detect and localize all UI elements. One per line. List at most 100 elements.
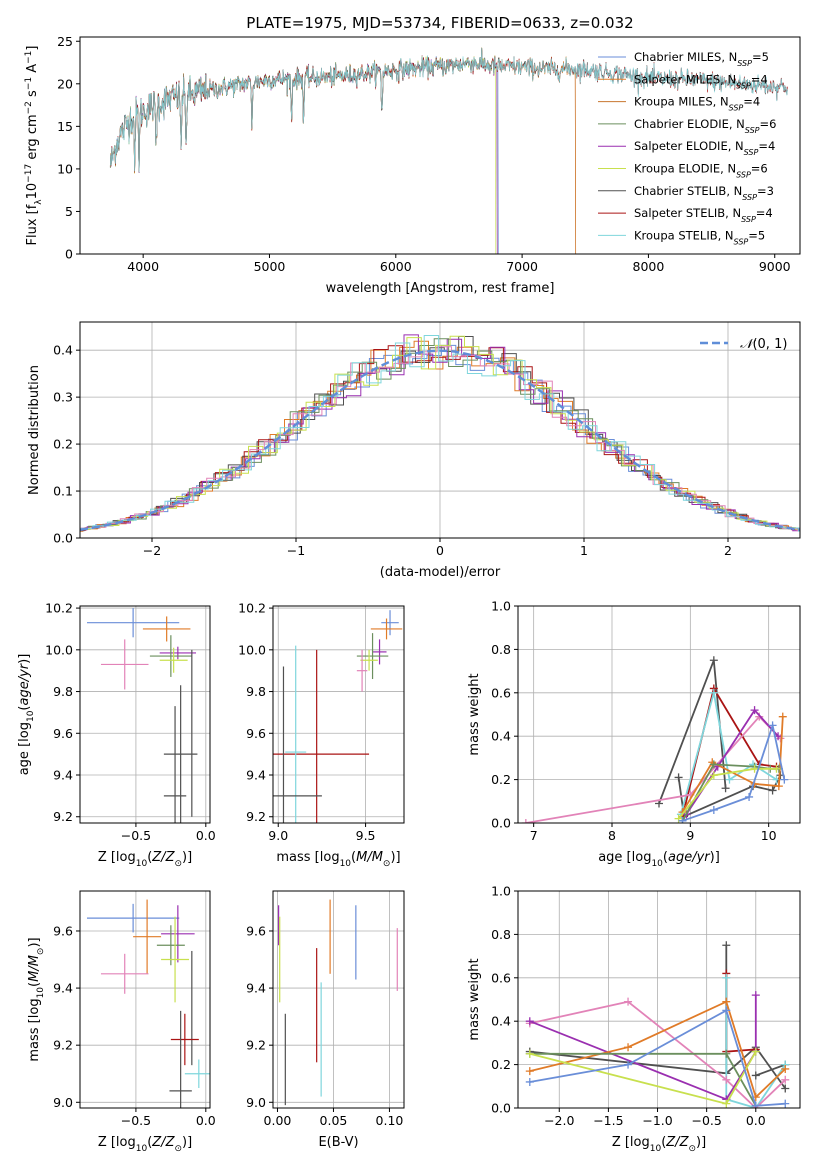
weight-marker (725, 775, 734, 784)
axes-frame (79, 605, 211, 824)
data-point (381, 610, 399, 636)
y-tick-label: 9.6 (53, 726, 73, 741)
weight-line (529, 1051, 757, 1105)
y-tick-label: 9.8 (53, 684, 73, 699)
y-tick-label: 9.6 (246, 726, 266, 741)
plot-area-spectrum (109, 47, 788, 254)
data-point (159, 647, 188, 673)
x-tick-label: 0.0 (196, 1113, 216, 1128)
weight-line (529, 995, 757, 1101)
normal-curve (80, 349, 800, 531)
y-axis-label: Flux [fλ10−17 erg cm−2 s−1 A−1] (24, 46, 44, 246)
weight-marker (678, 816, 687, 823)
y-tick-label: 0.2 (53, 437, 73, 452)
data-point (86, 608, 180, 638)
axes-weight_vs_age: 7 8 9 10 0.0 0.2 0.4 0.6 0.8 1.0 age [log10(age/yr… (467, 599, 801, 869)
y-tick-label: 9.6 (53, 923, 73, 938)
y-tick-label: 9.4 (53, 768, 73, 783)
spectrum-series-line (109, 47, 788, 173)
weight-line (685, 708, 779, 815)
axes-frame (79, 890, 211, 1109)
weight-marker (709, 805, 718, 814)
weight-marker (624, 997, 633, 1006)
x-axis-label: mass [log10(M/M⊙)] (276, 850, 400, 869)
x-tick-label: 9.5 (356, 828, 376, 843)
y-tick-label: 20 (57, 76, 73, 91)
x-tick-label: 9.0 (268, 828, 288, 843)
axes-mass_vs_Z: −0.5 0.0 9.0 9.2 9.4 9.6 Z [log10(Z/Z⊙)] mass [… (27, 890, 216, 1154)
x-tick-label: −0.5 (121, 1113, 151, 1128)
y-tick-label: 0.2 (491, 1057, 511, 1072)
axes-weight_vs_Z: −2.0 −1.5 −1.0 −0.5 0.0 0.0 0.2 0.4 0.6 0.8 1.0 Z [… (467, 884, 801, 1154)
data-point (156, 925, 185, 966)
weight-marker (768, 786, 777, 795)
weight-marker (751, 1047, 760, 1056)
y-tick-label: 0.0 (491, 1101, 511, 1116)
y-tick-label: 10.0 (238, 642, 266, 657)
x-tick-label: −0.5 (691, 1113, 721, 1128)
y-axis-label: Normed distribution (27, 365, 42, 495)
weight-marker (674, 773, 683, 782)
weight-marker (624, 1060, 633, 1069)
x-tick-label: 10 (761, 828, 777, 843)
y-tick-label: 9.2 (53, 1038, 73, 1053)
y-tick-label: 0.2 (491, 772, 511, 787)
x-tick-label: 4000 (127, 259, 159, 274)
weight-series (678, 721, 789, 823)
data-point (100, 953, 149, 994)
weight-marker (722, 1099, 731, 1108)
weight-line (725, 977, 787, 1108)
y-tick-label: 0.4 (53, 343, 73, 358)
x-tick-label: 0.0 (746, 1113, 766, 1128)
y-tick-label: 0 (65, 247, 73, 262)
x-tick-label: 0.00 (264, 1113, 292, 1128)
plots: 4000 5000 6000 7000 8000 90000510152025wavele… (17, 34, 801, 1154)
histogram-series (80, 336, 800, 532)
x-tick-label: 9 (686, 828, 694, 843)
weight-line (755, 1063, 786, 1077)
legend-entry: Kroupa MILES, NSSP=4 (634, 95, 760, 113)
x-tick-label: −1.0 (642, 1113, 672, 1128)
x-tick-label: 0.05 (320, 1113, 348, 1128)
axes-frame (272, 605, 405, 824)
weight-marker (722, 1006, 731, 1015)
y-tick-label: 0.8 (491, 642, 511, 657)
data-point (163, 685, 198, 823)
y-tick-label: 9.2 (246, 809, 266, 824)
data-point (370, 618, 403, 640)
x-tick-label: 7000 (506, 259, 538, 274)
axes-frame (517, 605, 801, 824)
weight-marker (781, 1064, 790, 1073)
y-tick-label: 9.2 (246, 1038, 266, 1053)
histogram-series (80, 335, 800, 530)
weight-line (525, 715, 782, 823)
x-tick-label: −0.5 (121, 828, 151, 843)
axes-age_vs_Z: −0.5 0.0 9.2 9.4 9.6 9.8 10.0 10.2 Z [log10(Z/Z⊙… (17, 601, 216, 869)
weight-marker (709, 656, 718, 665)
weight-marker (525, 1049, 534, 1058)
y-tick-label: 0.4 (491, 729, 511, 744)
weight-marker (768, 721, 777, 730)
y-tick-label: 9.0 (53, 1095, 73, 1110)
axes-frame (79, 36, 801, 255)
plot-area-weight_vs_age (521, 656, 789, 823)
weight-series (525, 997, 790, 1102)
x-tick-label: −2 (143, 543, 161, 558)
weight-marker (780, 775, 789, 784)
x-axis-label: Z [log10(Z/Z⊙)] (98, 850, 192, 869)
x-axis-label: wavelength [Angstrom, rest frame] (326, 281, 555, 296)
legend-entry: Salpeter MILES, NSSP=4 (634, 72, 768, 90)
weight-marker (778, 712, 787, 721)
data-point (100, 639, 149, 690)
weight-line (677, 767, 777, 820)
data-point (86, 903, 180, 933)
y-tick-label: 0.0 (491, 816, 511, 831)
legend-entry: Salpeter STELIB, NSSP=4 (634, 206, 773, 224)
legend-entry: Chabrier STELIB, NSSP=3 (634, 184, 774, 202)
y-tick-label: 0.6 (491, 970, 511, 985)
weight-marker (751, 1071, 760, 1080)
y-tick-label: 0.1 (53, 484, 73, 499)
weight-series (676, 688, 781, 819)
weight-marker (722, 1049, 731, 1058)
